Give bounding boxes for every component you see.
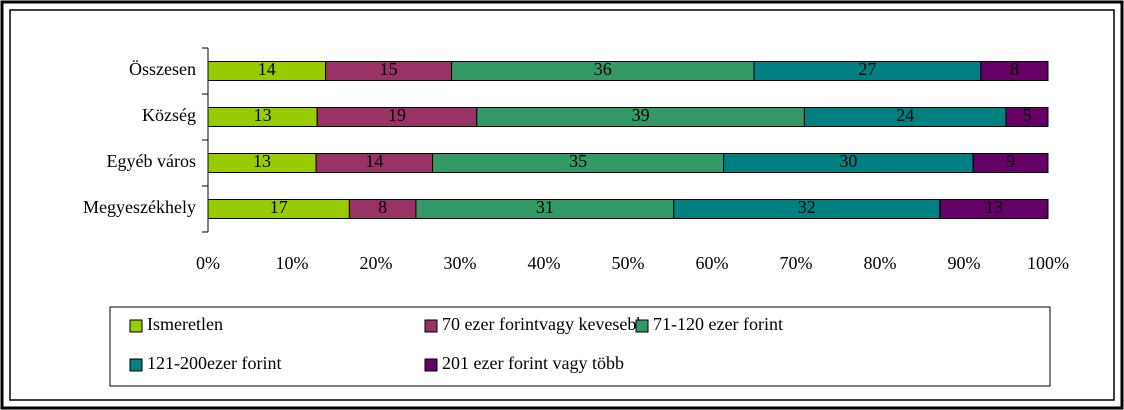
legend-label: 70 ezer forintvagy kevesebb — [442, 314, 645, 334]
data-label: 32 — [798, 197, 816, 217]
data-label: 30 — [839, 151, 857, 171]
bar-segment — [972, 153, 1049, 173]
data-label: 36 — [594, 59, 612, 79]
x-tick-label: 100% — [1027, 253, 1069, 273]
x-tick-label: 90% — [948, 253, 981, 273]
x-tick-label: 70% — [780, 253, 813, 273]
y-tick-label: Összesen — [129, 59, 196, 79]
x-tick-label: 0% — [196, 253, 220, 273]
y-tick-label: Megyeszékhely — [83, 197, 196, 217]
data-label: 14 — [258, 59, 276, 79]
data-label: 35 — [569, 151, 587, 171]
data-label: 13 — [985, 197, 1003, 217]
data-label: 13 — [254, 105, 272, 125]
bar-segment — [1005, 107, 1049, 127]
bar-segment — [980, 61, 1049, 81]
x-tick-label: 60% — [696, 253, 729, 273]
data-label: 17 — [270, 197, 288, 217]
legend-swatch — [424, 319, 438, 333]
bar-segment — [939, 199, 1049, 219]
inner-frame — [9, 9, 1115, 401]
data-label: 15 — [380, 59, 398, 79]
legend-swatch — [424, 358, 438, 372]
y-tick-label: Község — [142, 105, 196, 125]
data-label: 8 — [1010, 59, 1019, 79]
legend-swatch — [129, 358, 143, 372]
x-tick-label: 10% — [276, 253, 309, 273]
legend-label: 201 ezer forint vagy több — [442, 353, 624, 373]
legend-box — [109, 306, 1051, 387]
legend-label: 121-200ezer forint — [147, 353, 281, 373]
x-tick-label: 20% — [360, 253, 393, 273]
data-label: 5 — [1023, 105, 1032, 125]
x-tick-label: 40% — [528, 253, 561, 273]
data-label: 31 — [536, 197, 554, 217]
x-tick-label: 30% — [444, 253, 477, 273]
data-label: 8 — [378, 197, 387, 217]
x-tick-label: 80% — [864, 253, 897, 273]
legend-label: 71-120 ezer forint — [653, 314, 783, 334]
legend-swatch — [129, 319, 143, 333]
data-label: 27 — [858, 59, 876, 79]
x-tick-label: 50% — [612, 253, 645, 273]
y-tick-label: Egyéb város — [107, 151, 196, 171]
legend-label: Ismeretlen — [147, 314, 223, 334]
data-label: 9 — [1006, 151, 1015, 171]
data-label: 19 — [388, 105, 406, 125]
data-label: 39 — [632, 105, 650, 125]
data-label: 14 — [365, 151, 383, 171]
data-label: 13 — [253, 151, 271, 171]
legend-swatch — [635, 319, 649, 333]
data-label: 24 — [896, 105, 914, 125]
